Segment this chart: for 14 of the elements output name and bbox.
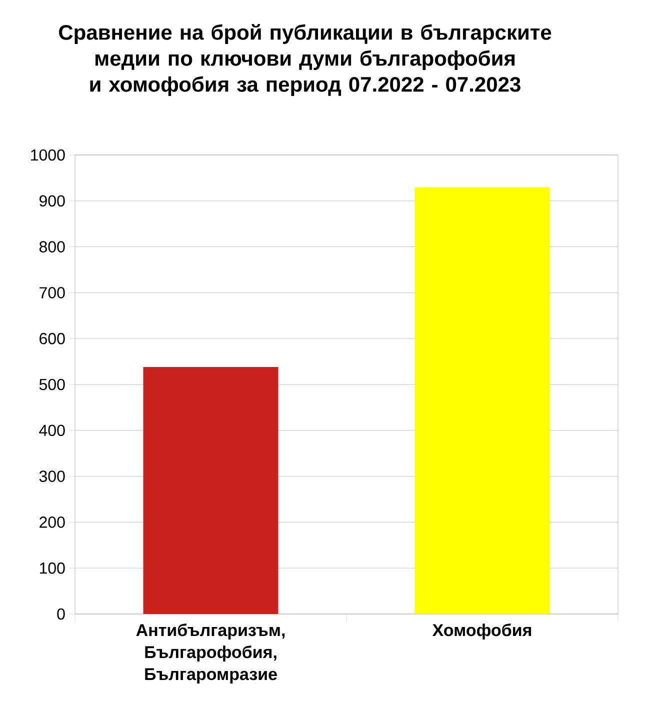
x-tick-label: Антибългаризъм, Българофобия, Българомразие — [136, 624, 285, 684]
y-tick-label: 400 — [39, 424, 65, 436]
y-tick-label: 300 — [39, 470, 65, 482]
y-tick-label: 700 — [40, 287, 65, 298]
y-tick-label: 600 — [40, 332, 65, 344]
y-tick-label: 500 — [39, 378, 65, 390]
x-tick-label: Хомофобия — [432, 624, 532, 640]
y-tick-label: 100 — [40, 562, 65, 574]
y-tick-label: 1000 — [31, 149, 65, 161]
y-tick-label: 0 — [57, 608, 65, 620]
chart-title: Сравнение на брой публикации в българските медии по ключови думи българофобия и хомофобия за период 07.2022 - 07.2023 — [59, 24, 552, 96]
y-tick-label: 800 — [39, 241, 65, 252]
y-tick-label: 200 — [40, 516, 65, 528]
y-tick-label: 900 — [40, 195, 65, 207]
